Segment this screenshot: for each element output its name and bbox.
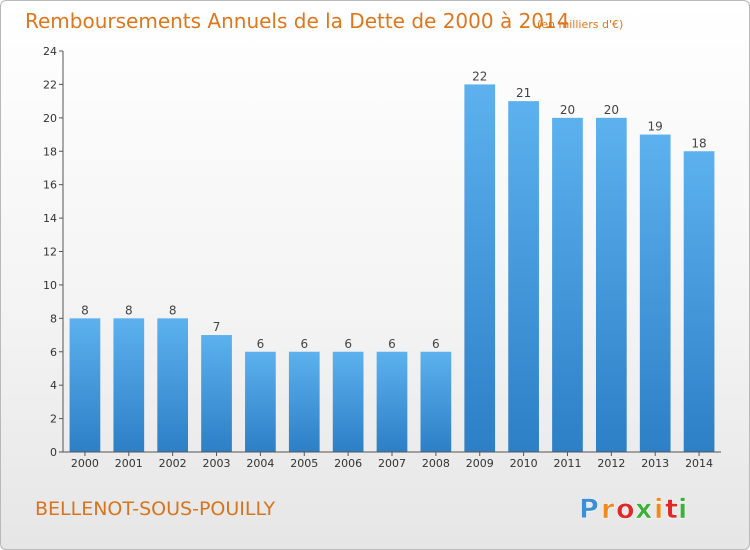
bar-2010: [508, 101, 539, 452]
x-tick-label: 2011: [553, 457, 581, 470]
data-label: 22: [472, 69, 487, 83]
x-axis: 2000 2001 2002 2003 2004 2005 2006 2007 2008 2009…: [63, 451, 721, 470]
bar-2002: [157, 318, 189, 452]
y-tick-label: 20: [43, 112, 57, 125]
x-tick-label: 2005: [290, 457, 318, 470]
bar-2013: [639, 134, 671, 452]
bar-2006: [332, 351, 364, 452]
y-tick-label: 6: [50, 346, 57, 359]
data-label: 6: [432, 337, 440, 351]
x-tick-label: 2003: [203, 457, 231, 470]
y-tick-label: 8: [50, 312, 57, 325]
y-tick-label: 22: [43, 78, 57, 91]
data-label: 8: [125, 303, 133, 317]
logo-letter: P: [579, 494, 599, 525]
y-tick-label: 18: [43, 145, 57, 158]
logo-letter: r: [601, 494, 615, 525]
x-tick-label: 2009: [466, 457, 494, 470]
data-label: 6: [388, 337, 396, 351]
data-label: 6: [300, 337, 308, 351]
y-tick-label: 16: [43, 179, 57, 192]
x-tick-label: 2012: [597, 457, 625, 470]
commune-name: BELLENOT-SOUS-POUILLY: [35, 498, 276, 520]
x-tick-label: 2002: [159, 457, 187, 470]
bar-2003: [201, 335, 232, 452]
bar-2004: [245, 351, 276, 452]
bar-2009: [464, 84, 496, 453]
x-tick-label: 2007: [378, 457, 406, 470]
x-tick-label: 2000: [71, 457, 99, 470]
data-label: 20: [560, 103, 575, 117]
logo-letter: i: [654, 494, 663, 525]
data-label: 6: [344, 337, 352, 351]
bar-2011: [552, 117, 583, 452]
x-tick-label: 2014: [685, 457, 713, 470]
chart-subtitle: (en milliers d'€): [537, 18, 623, 31]
logo-letter: x: [635, 494, 652, 525]
chart-title: Remboursements Annuels de la Dette de 20…: [25, 9, 569, 33]
bar-2001: [113, 318, 145, 452]
y-tick-label: 14: [43, 212, 57, 225]
data-label: 8: [81, 303, 89, 317]
logo-letter: o: [616, 494, 635, 525]
x-tick-label: 2013: [641, 457, 669, 470]
x-tick-label: 2001: [115, 457, 143, 470]
data-label: 19: [648, 120, 663, 134]
bar-2012: [595, 117, 627, 452]
bars-group: 8 8 8 7 6 6 6 6 6 22 21 20 20 19 18: [69, 69, 715, 453]
data-label: 20: [604, 103, 619, 117]
bar-2000: [69, 318, 101, 452]
x-tick-label: 2008: [422, 457, 450, 470]
y-tick-label: 24: [43, 45, 57, 58]
bar-2005: [288, 351, 320, 452]
y-tick-label: 2: [50, 413, 57, 426]
bar-2007: [376, 351, 408, 452]
y-tick-label: 4: [50, 379, 57, 392]
data-label: 6: [257, 337, 265, 351]
logo-letter: i: [678, 494, 687, 525]
x-tick-label: 2010: [510, 457, 538, 470]
data-label: 18: [691, 136, 706, 150]
data-label: 7: [213, 320, 221, 334]
y-tick-label: 12: [43, 246, 57, 259]
data-label: 21: [516, 86, 531, 100]
x-tick-label: 2004: [246, 457, 274, 470]
bar-2014: [683, 151, 715, 452]
y-tick-label: 0: [50, 446, 57, 459]
x-tick-label: 2006: [334, 457, 362, 470]
bar-2008: [420, 351, 452, 452]
logo-letter: t: [665, 494, 678, 525]
y-tick-label: 10: [43, 279, 57, 292]
data-label: 8: [169, 303, 177, 317]
